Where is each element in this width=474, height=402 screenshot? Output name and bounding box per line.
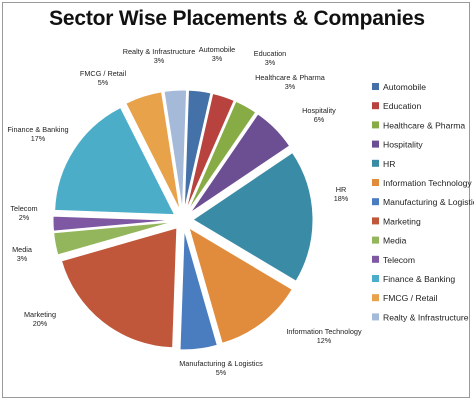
- legend-label-hr: HR: [383, 159, 395, 169]
- legend-label-automobile: Automobile: [383, 82, 426, 92]
- slice-label-name: Automobile: [199, 45, 236, 54]
- legend-label-manufacturing-and-logistics: Manufacturing & Logistics: [383, 197, 474, 207]
- pie-slice-education: [185, 92, 235, 211]
- legend-label-healthcare-and-pharma: Healthcare & Pharma: [383, 120, 465, 130]
- slice-label-telecom: Telecom 2%: [10, 204, 37, 222]
- slice-label-automobile: Automobile 3%: [199, 45, 236, 63]
- slice-label-value: 18%: [334, 194, 349, 203]
- legend-label-realty-and-infrastructure: Realty & Infrastructure: [383, 312, 469, 322]
- legend-swatch-fmcg-retail: [372, 294, 379, 302]
- slice-label-value: 20%: [33, 319, 48, 328]
- legend: Automobile Education Healthcare & Pharma Ho…: [372, 82, 474, 322]
- slice-label-value: 5%: [216, 368, 227, 377]
- legend-swatch-education: [372, 102, 379, 110]
- pie-slice-telecom: [52, 215, 174, 232]
- legend-label-finance-and-banking: Finance & Banking: [383, 274, 455, 284]
- slice-label-value: 5%: [98, 78, 109, 87]
- slice-label-name: Manufacturing & Logistics: [179, 359, 263, 368]
- slice-label-value: 2%: [19, 213, 30, 222]
- slice-label-value: 3%: [17, 254, 28, 263]
- slice-label-manufacturing-and-logistics: Manufacturing & Logistics 5%: [179, 359, 263, 377]
- slice-label-information-technology: Information Technology 12%: [286, 327, 362, 345]
- legend-label-fmcg-retail: FMCG / Retail: [383, 293, 438, 303]
- legend-swatch-automobile: [372, 83, 379, 90]
- slice-label-hr: HR 18%: [334, 185, 349, 203]
- slice-label-name: Healthcare & Pharma: [255, 73, 326, 82]
- legend-label-education: Education: [383, 101, 421, 111]
- pie-slice-information-technology: [188, 226, 293, 344]
- legend-swatch-telecom: [372, 255, 379, 263]
- slice-label-name: Finance & Banking: [7, 125, 68, 134]
- slice-label-value: 12%: [317, 336, 332, 345]
- slice-labels: Automobile 3%Education 3%Healthcare & Phar…: [7, 45, 362, 377]
- legend-swatch-hr: [372, 159, 379, 167]
- slice-label-realty-and-infrastructure: Realty & Infrastructure 3%: [123, 47, 196, 65]
- slice-label-value: 3%: [265, 58, 276, 67]
- slice-label-media: Media 3%: [12, 245, 33, 263]
- slice-label-value: 3%: [154, 56, 165, 65]
- pie-slice-healthcare-and-pharma: [187, 100, 257, 212]
- slice-label-name: HR: [336, 185, 347, 194]
- slice-label-fmcg-retail: FMCG / Retail 5%: [80, 69, 127, 87]
- pie-slice-fmcg-retail: [125, 91, 181, 211]
- legend-label-marketing: Marketing: [383, 216, 421, 226]
- slice-label-value: 3%: [212, 54, 223, 63]
- pie-slice-marketing: [60, 227, 178, 349]
- slice-label-hospitality: Hospitality 6%: [302, 106, 336, 124]
- slice-label-name: Media: [12, 245, 33, 254]
- slice-label-healthcare-and-pharma: Healthcare & Pharma 3%: [255, 73, 326, 91]
- slice-label-value: 3%: [285, 82, 296, 91]
- pie-slice-hr: [192, 151, 314, 282]
- slice-label-education: Education 3%: [254, 49, 286, 67]
- legend-swatch-manufacturing-and-logistics: [372, 198, 379, 206]
- slice-label-finance-and-banking: Finance & Banking 17%: [7, 125, 68, 143]
- slice-label-name: Hospitality: [302, 106, 336, 115]
- slice-label-name: Marketing: [24, 310, 56, 319]
- legend-swatch-realty-and-infrastructure: [372, 313, 379, 321]
- legend-label-media: Media: [383, 236, 407, 246]
- slice-label-name: Information Technology: [286, 327, 362, 336]
- slice-label-name: Realty & Infrastructure: [123, 47, 196, 56]
- chart-title: Sector Wise Placements & Companies: [49, 7, 425, 30]
- slice-label-name: Education: [254, 49, 286, 58]
- pie-slices: [52, 89, 314, 351]
- pie-slice-media: [53, 221, 174, 256]
- pie-slice-finance-and-banking: [54, 106, 176, 216]
- slice-label-value: 6%: [314, 115, 325, 124]
- legend-label-hospitality: Hospitality: [383, 140, 423, 150]
- legend-swatch-finance-and-banking: [372, 275, 379, 282]
- pie-slice-hospitality: [189, 113, 291, 214]
- pie-slice-realty-and-infrastructure: [163, 89, 188, 211]
- pie-slice-manufacturing-and-logistics: [179, 229, 218, 351]
- legend-swatch-marketing: [372, 217, 379, 225]
- legend-swatch-healthcare-and-pharma: [372, 121, 379, 129]
- slice-label-marketing: Marketing 20%: [24, 310, 56, 328]
- legend-label-telecom: Telecom: [383, 255, 415, 265]
- pie-slice-automobile: [183, 89, 212, 211]
- slice-label-name: FMCG / Retail: [80, 69, 127, 78]
- slice-label-value: 17%: [31, 134, 46, 143]
- legend-swatch-media: [372, 236, 379, 244]
- legend-label-information-technology: Information Technology: [383, 178, 472, 188]
- legend-swatch-hospitality: [372, 140, 379, 148]
- legend-swatch-information-technology: [372, 179, 379, 186]
- slice-label-name: Telecom: [10, 204, 37, 213]
